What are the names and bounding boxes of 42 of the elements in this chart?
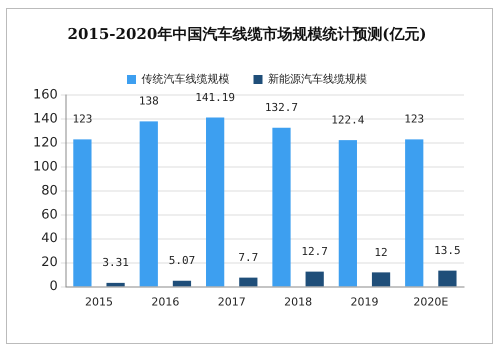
y-tick-label: 140 <box>32 111 58 126</box>
bar <box>372 272 390 286</box>
y-tick-label: 160 <box>32 87 58 102</box>
data-label: 7.7 <box>238 250 258 264</box>
x-tick-label: 2017 <box>218 295 246 308</box>
chart-title: 2015-2020年中国汽车线缆市场规模统计预测(亿元) <box>68 24 426 43</box>
x-tick-label: 2019 <box>350 295 378 308</box>
bar <box>140 121 158 286</box>
data-label: 5.07 <box>168 254 196 268</box>
y-tick-label: 0 <box>50 279 58 294</box>
bar <box>272 128 291 286</box>
bar <box>239 278 258 286</box>
data-label: 141.19 <box>195 90 236 104</box>
bar <box>206 118 224 286</box>
y-tick-label: 20 <box>41 255 58 270</box>
bar <box>438 270 457 286</box>
y-tick-label: 100 <box>32 159 58 174</box>
x-tick-label: 2015 <box>84 295 113 308</box>
data-label: 13.5 <box>434 244 461 257</box>
data-label: 12.7 <box>301 244 328 258</box>
y-tick-label: 120 <box>32 135 58 150</box>
data-label: 123 <box>72 112 92 126</box>
bar <box>73 139 92 286</box>
data-label: 122.4 <box>331 113 365 126</box>
bar <box>405 139 424 286</box>
bar <box>338 140 357 286</box>
legend-label: 新能源汽车线缆规模 <box>268 72 367 86</box>
y-tick-label: 60 <box>41 207 58 222</box>
data-label: 132.7 <box>264 101 298 114</box>
y-tick-label: 40 <box>41 231 58 246</box>
data-label: 138 <box>138 94 159 108</box>
legend-label: 传统汽车线缆规模 <box>142 72 230 86</box>
bar <box>106 282 125 286</box>
bar <box>172 280 192 286</box>
bar <box>306 272 324 286</box>
x-tick-label: 2016 <box>151 295 180 308</box>
x-tick-label: 2018 <box>284 295 312 308</box>
data-label: 3.31 <box>102 256 129 270</box>
y-tick-label: 80 <box>41 183 58 198</box>
data-label: 123 <box>404 112 424 126</box>
x-tick-label: 2020E <box>413 295 448 308</box>
data-label: 12 <box>374 246 388 259</box>
